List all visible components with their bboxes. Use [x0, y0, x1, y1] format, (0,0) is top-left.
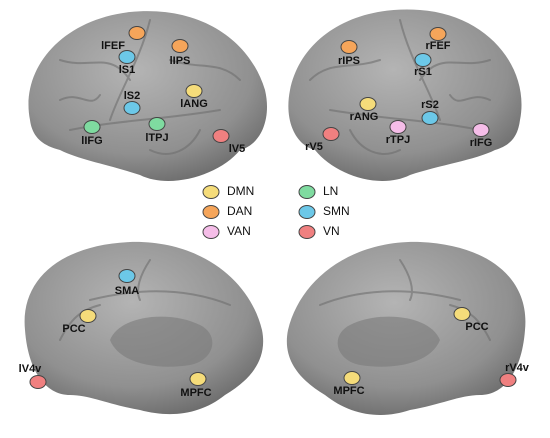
legend-label: VN: [323, 224, 340, 238]
node-label: rV5: [305, 141, 323, 153]
node-label: PCC: [465, 321, 488, 333]
node: [359, 97, 377, 111]
node-label: MPFC: [333, 385, 364, 397]
node: [421, 111, 439, 125]
node: [499, 373, 517, 387]
legend-label: DAN: [227, 204, 252, 218]
node-label: MPFC: [180, 387, 211, 399]
node-label: lTPJ: [145, 132, 168, 144]
legend-label: LN: [323, 184, 338, 198]
node-label: lV4v: [19, 363, 43, 375]
node-label: rTPJ: [386, 134, 410, 146]
node-label: lIFG: [81, 135, 102, 147]
node: [343, 371, 361, 385]
node: [212, 129, 230, 143]
node-label: rIPS: [338, 55, 360, 67]
node: [148, 117, 166, 131]
legend-swatch: [202, 185, 220, 199]
node: [414, 53, 432, 67]
node-label: PCC: [62, 323, 85, 335]
node-label: rS2: [421, 99, 439, 111]
legend-swatch: [202, 225, 220, 239]
legend-swatch: [298, 205, 316, 219]
node-label: rS1: [414, 66, 432, 78]
node: [79, 309, 97, 323]
node-label: lANG: [180, 98, 208, 110]
node: [472, 123, 490, 137]
node: [171, 39, 189, 53]
node: [128, 26, 146, 40]
node: [83, 120, 101, 134]
legend-swatch: [298, 185, 316, 199]
node-label: SMA: [115, 285, 140, 297]
node: [118, 269, 136, 283]
node: [429, 27, 447, 41]
node-label: lS1: [119, 64, 136, 76]
node: [29, 375, 47, 389]
node: [322, 127, 340, 141]
node: [453, 307, 471, 321]
brain-right-lateral: [288, 9, 522, 181]
legend-label: DMN: [227, 184, 254, 198]
node-label: rV4v: [505, 362, 530, 374]
brain-left-lateral: [28, 11, 268, 181]
node: [189, 372, 207, 386]
node: [340, 40, 358, 54]
legend-label: VAN: [227, 224, 251, 238]
node: [185, 84, 203, 98]
node-label: rIFG: [470, 137, 493, 149]
brain-right-medial: [286, 241, 526, 415]
node: [389, 120, 407, 134]
node-label: lV5: [229, 143, 246, 155]
node: [118, 50, 136, 64]
node-label: lIPS: [170, 55, 191, 67]
node-label: rANG: [350, 111, 379, 123]
node: [123, 101, 141, 115]
node-label: lS2: [124, 90, 141, 102]
node-label: rFEF: [425, 40, 450, 52]
legend-swatch: [202, 205, 220, 219]
node-label: lFEF: [101, 40, 125, 52]
legend-label: SMN: [323, 204, 350, 218]
legend-swatch: [298, 225, 316, 239]
brain-left-medial: [24, 241, 264, 415]
